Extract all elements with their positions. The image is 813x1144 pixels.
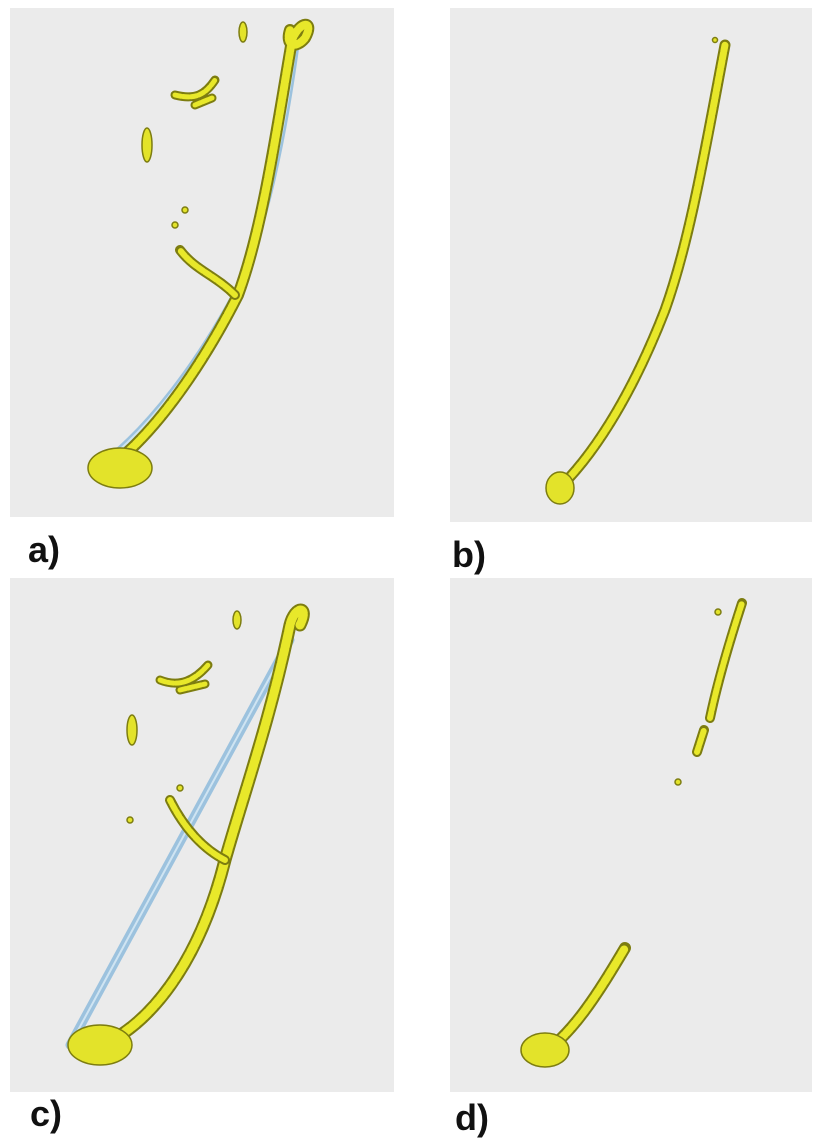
blob (546, 472, 574, 504)
blob (142, 128, 152, 162)
blob (675, 779, 681, 785)
figure: a) b) c) d) (0, 0, 813, 1144)
blob (182, 207, 188, 213)
blob (88, 448, 152, 488)
blob (172, 222, 178, 228)
blob (713, 38, 718, 43)
panel-background (450, 8, 812, 522)
blob (127, 817, 133, 823)
panel-c (10, 578, 394, 1092)
blob (233, 611, 241, 629)
blob (68, 1025, 132, 1065)
panel-background (10, 8, 394, 517)
panel-background (10, 578, 394, 1092)
panel-background (450, 578, 812, 1092)
blob (127, 715, 137, 745)
panel-label: a) (28, 529, 60, 570)
panel-label: b) (452, 534, 486, 575)
panel-label: c) (30, 1093, 62, 1134)
blob (239, 22, 247, 42)
blob (715, 609, 721, 615)
panel-a (10, 8, 394, 517)
panel-b (450, 8, 812, 522)
blob (177, 785, 183, 791)
panel-d (450, 578, 812, 1092)
blob (521, 1033, 569, 1067)
panel-label: d) (455, 1097, 489, 1138)
